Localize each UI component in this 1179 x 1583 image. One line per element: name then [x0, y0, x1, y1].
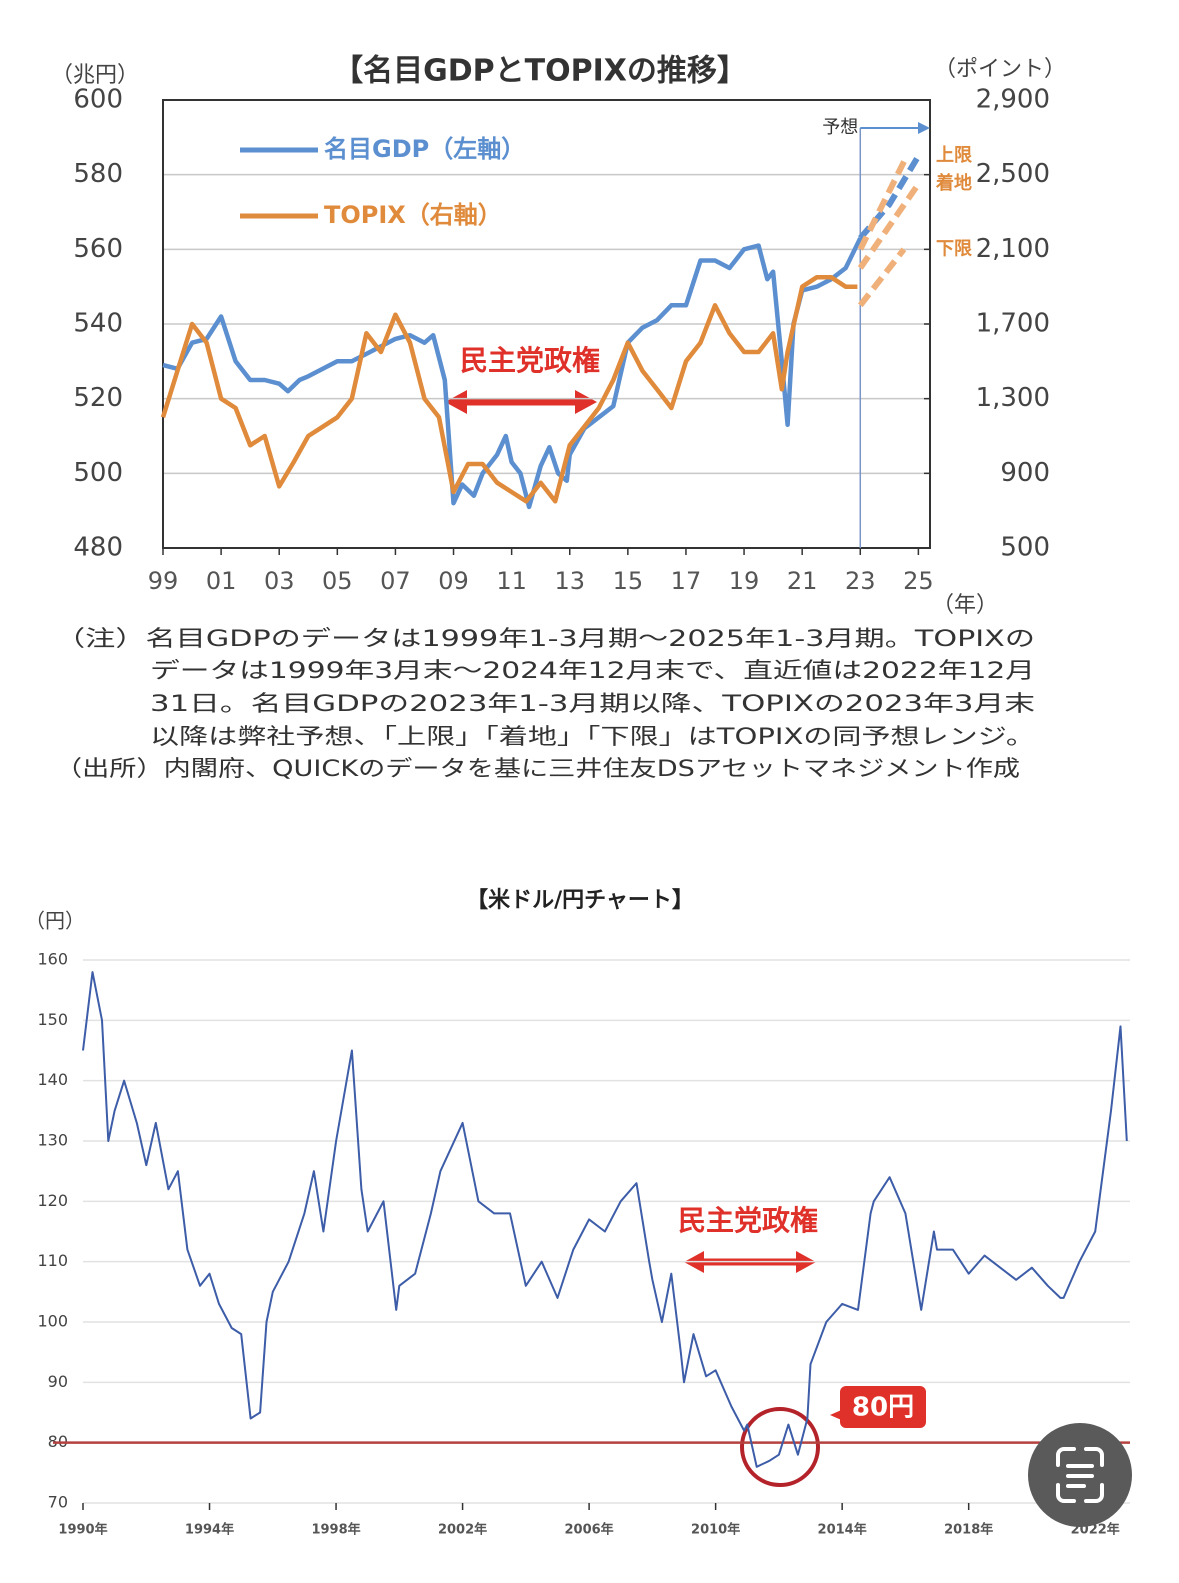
note-line: （出所）内閣府、QUICKのデータを基に三井住友DSアセットマネジメント作成 — [55, 757, 1020, 782]
y-tick-label: 540 — [73, 309, 123, 339]
x-tick-label: 03 — [264, 567, 295, 595]
plot-frame — [162, 99, 931, 549]
y2-tick-label: 2,100 — [976, 234, 1050, 264]
legend-label: 名目GDP（左軸） — [324, 135, 525, 163]
y-tick-label: 150 — [37, 1010, 68, 1029]
x-tick-label: 11 — [496, 567, 527, 595]
note-line: （注）名目GDPのデータは1999年1-3月期～2025年1-3月期。TOPIX… — [55, 627, 1035, 652]
forecast-arrow-head — [918, 122, 930, 134]
note-line: データは1999年3月末～2024年12月末で、直近値は2022年12月 — [150, 659, 1035, 684]
highlight-circle — [740, 1407, 820, 1487]
callout-text: 80円 — [852, 1393, 914, 1423]
y-unit: （兆円） — [51, 63, 139, 88]
x-tick-label: 2018年 — [944, 1522, 993, 1538]
y2-tick-label: 900 — [1000, 458, 1050, 488]
chart-title: 【名目GDPとTOPIXの推移】 — [333, 54, 747, 89]
series-line — [857, 247, 907, 308]
y2-tick-label: 2,900 — [976, 85, 1050, 115]
x-tick-label: 2006年 — [565, 1522, 614, 1538]
y-tick-label: 100 — [37, 1312, 68, 1331]
x-tick-label: 17 — [671, 567, 702, 595]
series-line — [162, 237, 863, 510]
x-tick-label: 15 — [613, 567, 644, 595]
series-line — [160, 275, 858, 504]
y-unit: （円） — [25, 909, 85, 933]
x-tick-label: 01 — [206, 567, 237, 595]
x-tick-label: 05 — [322, 567, 353, 595]
series-line — [857, 154, 910, 251]
series-line — [858, 154, 921, 241]
y-tick-label: 70 — [48, 1493, 68, 1512]
x-tick-label: 07 — [380, 567, 411, 595]
range-label: 着地 — [935, 172, 972, 194]
x-tick-label: 23 — [845, 567, 876, 595]
y-tick-label: 140 — [37, 1070, 68, 1089]
series-line — [82, 971, 1128, 1468]
x-unit: （年） — [932, 593, 998, 618]
chart-title: 【米ドル/円チャート】 — [466, 888, 694, 913]
y-tick-label: 520 — [73, 383, 123, 413]
x-tick-label: 09 — [438, 567, 469, 595]
x-tick-label: 19 — [729, 567, 760, 595]
y2-unit: （ポイント） — [934, 57, 1066, 82]
annotation: 民主党政権 — [460, 344, 600, 377]
range-label: 上限 — [936, 145, 973, 166]
y-tick-label: 120 — [37, 1191, 68, 1210]
period-arrow — [445, 390, 597, 414]
x-tick-label: 13 — [554, 567, 585, 595]
x-tick-label: 2002年 — [438, 1522, 487, 1538]
y2-tick-label: 500 — [1000, 533, 1050, 563]
y-tick-label: 580 — [73, 159, 123, 189]
scan-button[interactable] — [1028, 1423, 1132, 1527]
x-tick-label: 1998年 — [311, 1522, 360, 1538]
y2-tick-label: 2,500 — [976, 159, 1050, 189]
y2-tick-label: 1,300 — [976, 383, 1050, 413]
annotation: 民主党政権 — [678, 1204, 818, 1237]
y-tick-label: 110 — [37, 1251, 68, 1270]
scan-icon — [1056, 1447, 1104, 1503]
x-tick-label: 25 — [903, 567, 934, 595]
note-line: 以降は弊社予想、「上限」「着地」「下限」はTOPIXの同予想レンジ。 — [150, 725, 1035, 750]
callout-box — [840, 1386, 926, 1428]
x-tick-label: 2010年 — [691, 1522, 740, 1538]
y-tick-label: 90 — [48, 1372, 68, 1391]
forecast-label: 予想 — [822, 117, 858, 138]
y-tick-label: 480 — [73, 533, 123, 563]
y-tick-label: 600 — [73, 85, 123, 115]
arrow-head — [445, 390, 467, 414]
x-tick-label: 2014年 — [818, 1522, 867, 1538]
arrow-head — [575, 390, 597, 414]
y-tick-label: 560 — [73, 234, 123, 264]
y2-tick-label: 1,700 — [976, 309, 1050, 339]
x-tick-label: 1990年 — [58, 1522, 107, 1538]
y-tick-label: 130 — [37, 1131, 68, 1150]
y-tick-label: 500 — [73, 458, 123, 488]
x-tick-label: 1994年 — [185, 1522, 234, 1538]
legend-label: TOPIX（右軸） — [324, 201, 502, 229]
series-line — [857, 182, 921, 270]
range-label: 下限 — [936, 238, 973, 259]
y-tick-label: 160 — [37, 950, 68, 969]
x-tick-label: 21 — [787, 567, 818, 595]
x-tick-label: 99 — [148, 567, 179, 595]
note-line: 31日。名目GDPの2023年1-3月期以降、TOPIXの2023年3月末 — [150, 692, 1035, 717]
